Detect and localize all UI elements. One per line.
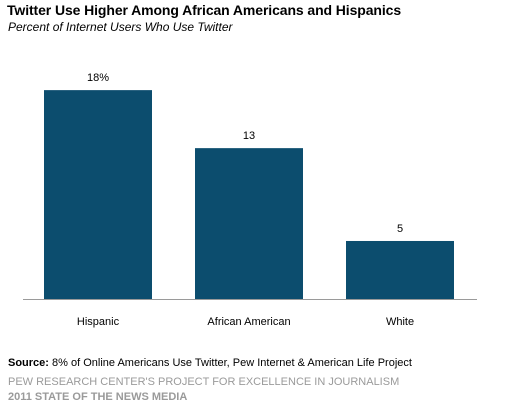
bar-chart: 18% Hispanic 13 African American 5 White [23, 72, 477, 328]
data-label-african-american: 13 [243, 130, 255, 142]
chart-title: Twitter Use Higher Among African America… [7, 2, 402, 18]
source-text: 8% of Online Americans Use Twitter, Pew … [52, 357, 412, 369]
category-label-african-american: African American [207, 316, 290, 328]
bar-white [346, 240, 454, 299]
credit-line-organization: PEW RESEARCH CENTER'S PROJECT FOR EXCELL… [8, 376, 400, 388]
source-note: Source: 8% of Online Americans Use Twitt… [8, 357, 412, 369]
bar-african-american [195, 148, 303, 299]
bar-hispanic [44, 90, 152, 300]
credit-line-report: 2011 STATE OF THE NEWS MEDIA [8, 391, 188, 403]
chart-subtitle: Percent of Internet Users Who Use Twitte… [8, 20, 233, 34]
category-label-white: White [386, 316, 414, 328]
data-label-hispanic: 18% [87, 72, 109, 84]
data-label-white: 5 [397, 223, 403, 235]
source-label: Source: [8, 357, 49, 369]
category-label-hispanic: Hispanic [77, 316, 120, 328]
